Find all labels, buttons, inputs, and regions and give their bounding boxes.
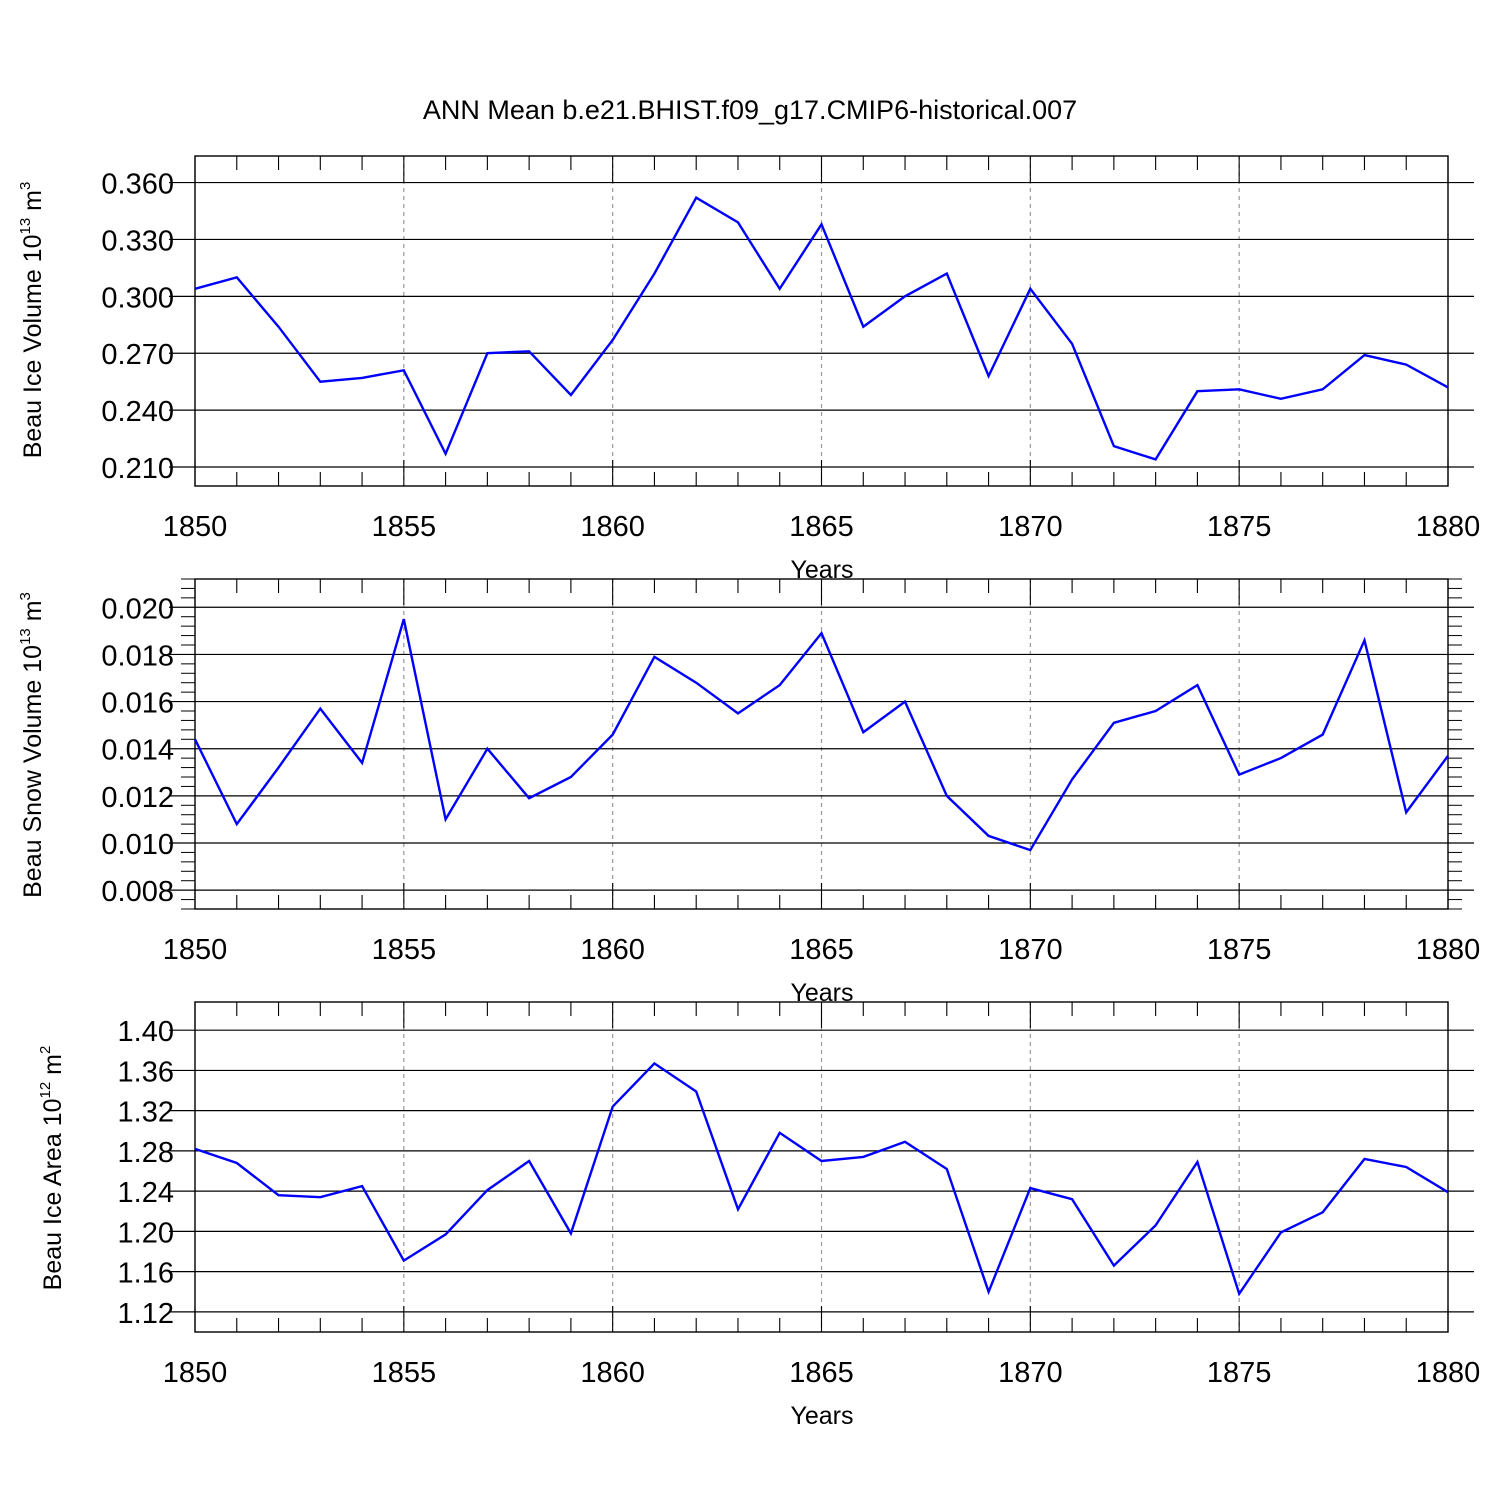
x-axis-title: Years: [790, 1402, 853, 1430]
y-axis-title-text: Beau Ice Volume 10: [19, 235, 47, 459]
x-tick-label: 1855: [372, 511, 437, 543]
plot-frame: [194, 1001, 1449, 1333]
y-axis-title-unit-exponent: 2: [37, 1046, 54, 1054]
y-tick-label: 1.12: [118, 1298, 174, 1330]
x-tick-label: 1850: [163, 511, 228, 543]
y-tick-label: 0.360: [101, 169, 174, 201]
y-tick-label: 1.32: [118, 1097, 174, 1129]
panel-ice-volume: 0.210 0.240 0.270 0.300 0.330 0.360 1850 1855 18…: [17, 155, 1481, 584]
y-tick-label: 1.36: [118, 1056, 174, 1088]
y-tick-label: 0.240: [101, 396, 174, 428]
main-title: ANN Mean b.e21.BHIST.f09_g17.CMIP6-histo…: [423, 95, 1077, 125]
y-axis-title: Beau Ice Area 1012 m2: [37, 1046, 67, 1291]
x-tick-label: 1870: [998, 511, 1063, 543]
y-tick-label: 0.300: [101, 282, 174, 314]
y-tick-label: 0.016: [101, 688, 174, 720]
y-tick-label: 1.20: [118, 1217, 174, 1249]
x-tick-label: 1865: [789, 934, 854, 966]
x-tick-label: 1880: [1416, 511, 1481, 543]
y-axis-title-unit: m: [19, 600, 47, 628]
plot-layer: 0.210 0.240 0.270 0.300 0.330 0.360 1850 1855 18…: [101, 155, 1481, 543]
y-tick-label: 1.16: [118, 1258, 174, 1290]
y-tick-label: 0.020: [101, 593, 174, 625]
y-axis-title-text: Beau Ice Area 10: [39, 1099, 67, 1291]
x-tick-label: 1860: [580, 934, 645, 966]
y-axis-title-exponent: 12: [37, 1082, 54, 1099]
y-tick-label: 0.210: [101, 453, 174, 485]
y-tick-label: 0.330: [101, 225, 174, 257]
x-tick-label: 1850: [163, 1357, 228, 1389]
y-axis-title-unit: m: [19, 190, 47, 218]
y-tick-label: 1.40: [118, 1016, 174, 1048]
y-axis-title-text: Beau Snow Volume 10: [19, 645, 47, 898]
panel-ice-area: 1.12 1.16 1.20 1.24 1.28 1.32 1.36 1.40 1850 1855…: [37, 1001, 1481, 1430]
x-tick-label: 1875: [1207, 934, 1272, 966]
plot-layer: 1.12 1.16 1.20 1.24 1.28 1.32 1.36 1.40 1850 1855…: [118, 1001, 1481, 1389]
plot-layer: 0.008 0.010 0.012 0.014 0.016 0.018 0.020 1850 1…: [101, 578, 1481, 966]
y-axis-title: Beau Snow Volume 1013 m3: [17, 592, 47, 898]
y-tick-label: 0.012: [101, 782, 174, 814]
y-axis-title-unit-exponent: 3: [17, 592, 34, 600]
x-tick-label: 1870: [998, 934, 1063, 966]
y-tick-label: 1.28: [118, 1137, 174, 1169]
x-tick-label: 1855: [372, 934, 437, 966]
x-tick-label: 1875: [1207, 1357, 1272, 1389]
y-axis-title-exponent: 13: [17, 628, 34, 645]
y-tick-label: 0.270: [101, 339, 174, 371]
y-tick-label: 0.008: [101, 876, 174, 908]
plot-frame: [194, 155, 1449, 487]
x-tick-label: 1870: [998, 1357, 1063, 1389]
y-tick-label: 0.010: [101, 829, 174, 861]
y-tick-label: 1.24: [118, 1177, 174, 1209]
panel-snow-volume: 0.008 0.010 0.012 0.014 0.016 0.018 0.020 1850 1…: [17, 578, 1481, 1007]
plot-frame: [194, 578, 1449, 910]
y-axis-title-unit: m: [39, 1054, 67, 1082]
x-tick-label: 1860: [580, 511, 645, 543]
y-tick-label: 0.014: [101, 735, 174, 767]
x-tick-label: 1860: [580, 1357, 645, 1389]
y-axis-title: Beau Ice Volume 1013 m3: [17, 182, 47, 459]
x-tick-label: 1855: [372, 1357, 437, 1389]
y-axis-title-unit-exponent: 3: [17, 182, 34, 190]
x-tick-label: 1850: [163, 934, 228, 966]
y-tick-label: 0.018: [101, 640, 174, 672]
x-tick-label: 1865: [789, 1357, 854, 1389]
x-tick-label: 1880: [1416, 1357, 1481, 1389]
x-tick-label: 1875: [1207, 511, 1272, 543]
x-tick-label: 1880: [1416, 934, 1481, 966]
y-axis-title-exponent: 13: [17, 218, 34, 235]
x-tick-label: 1865: [789, 511, 854, 543]
